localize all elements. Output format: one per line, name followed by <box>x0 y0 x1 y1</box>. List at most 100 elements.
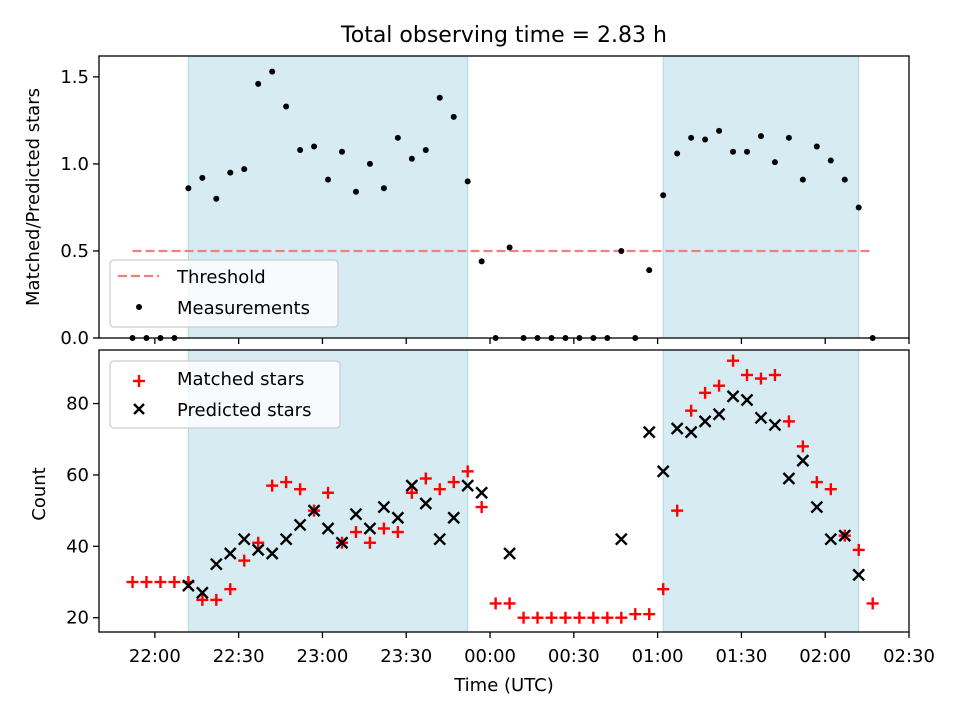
matched-stars-point <box>224 583 237 596</box>
predicted-stars-point <box>670 422 684 435</box>
matched-legend-label: Matched stars <box>177 369 304 390</box>
matched-stars-point <box>671 504 684 517</box>
y-tick-label: 1.5 <box>60 67 89 88</box>
measurements-point <box>855 204 862 211</box>
measurements-point <box>436 94 443 101</box>
x-tick-label: 01:30 <box>715 646 767 667</box>
measurements-point <box>478 258 485 265</box>
top-shaded-regions <box>187 55 860 339</box>
top-panel: 0.0 0.5 1.0 1.5 Matched/Predicted stars Thr… <box>23 55 910 349</box>
x-tick-label: 23:30 <box>380 646 432 667</box>
y-tick-label: 0.0 <box>60 328 89 349</box>
matched-stars-point <box>727 354 740 367</box>
predicted-stars-point <box>251 543 265 557</box>
measurements-point <box>688 134 695 141</box>
matched-stars-point <box>154 576 167 589</box>
top-x-ticks <box>154 338 910 344</box>
matched-stars-point <box>280 476 293 489</box>
predicted-stars-point <box>363 522 377 535</box>
measurements-point <box>716 127 723 134</box>
measurements-point <box>646 267 653 274</box>
matched-stars-point <box>294 483 307 496</box>
measurements-point <box>618 247 625 254</box>
matched-stars-point <box>419 472 432 485</box>
measurements-point <box>771 159 778 166</box>
predicted-stars-point <box>838 529 852 542</box>
predicted-stars-point <box>307 504 321 517</box>
measurements-point <box>785 134 792 141</box>
predicted-stars-point <box>614 532 628 546</box>
measurements-point <box>506 244 513 251</box>
top-panel-frame <box>98 55 910 339</box>
predicted-stars-point <box>796 454 810 468</box>
y-tick-label: 80 <box>66 394 89 415</box>
predicted-stars-point <box>321 522 335 535</box>
x-tick-label: 23:00 <box>297 646 349 667</box>
matched-stars-point <box>363 536 376 549</box>
measurements-point <box>199 174 206 181</box>
x-tick-label: 02:30 <box>883 646 935 667</box>
matched-stars-point <box>615 611 628 624</box>
measurements-point <box>213 195 220 202</box>
bottom-legend-box <box>109 360 341 429</box>
matched-stars-point <box>782 415 795 428</box>
matched-stars-point <box>349 526 362 539</box>
predicted-stars-point <box>419 497 433 510</box>
matched-stars-point <box>685 404 698 417</box>
measurements-point <box>241 166 248 173</box>
measurements-point <box>660 192 667 199</box>
threshold-legend-label: Threshold <box>176 267 266 288</box>
matched-stars-point <box>210 593 223 606</box>
top-y-axis: 0.0 0.5 1.0 1.5 <box>60 67 99 349</box>
chart-title: Total observing time = 2.83 h <box>340 23 667 48</box>
matched-stars-point <box>391 526 404 539</box>
predicted-legend-label: Predicted stars <box>177 400 311 421</box>
measurements-legend-label: Measurements <box>177 298 310 319</box>
x-axis-label: Time (UTC) <box>453 675 554 696</box>
measurements-point <box>702 136 709 143</box>
shaded-region-1 <box>662 349 860 633</box>
predicted-stars-point <box>712 407 726 421</box>
matched-stars-point <box>238 554 251 567</box>
predicted-legend-swatch <box>133 403 145 415</box>
matched-stars-point <box>754 372 767 385</box>
measurements-point <box>827 157 834 164</box>
shaded-region-1 <box>662 55 860 339</box>
y-tick-label: 20 <box>66 608 89 629</box>
predicted-stars-point <box>740 393 754 407</box>
predicted-stars-point <box>768 418 782 432</box>
predicted-stars-point <box>265 547 279 560</box>
matched-stars-point <box>503 597 516 610</box>
predicted-stars-point <box>475 486 489 500</box>
measurements-point <box>799 176 806 183</box>
matched-stars-point <box>447 476 460 489</box>
matched-stars-point <box>475 501 488 514</box>
predicted-stars-point <box>684 425 698 439</box>
measurements-point <box>674 150 681 157</box>
measurements-point <box>744 148 750 155</box>
matched-stars-point <box>489 597 502 610</box>
matched-stars-point <box>531 611 544 624</box>
bottom-y-axis-label: Count <box>29 467 50 520</box>
predicted-stars-point <box>461 479 475 492</box>
matched-stars-point <box>573 611 586 624</box>
matched-stars-point <box>126 576 139 589</box>
measurements-point <box>339 148 345 155</box>
predicted-stars-point <box>782 472 796 485</box>
y-tick-label: 1.0 <box>60 154 89 175</box>
predicted-stars-point <box>209 557 223 571</box>
predicted-stars-point <box>656 465 670 478</box>
predicted-stars-point <box>223 547 237 560</box>
matched-stars-point <box>657 583 670 596</box>
matched-stars-point <box>741 368 753 381</box>
matched-stars-point <box>461 465 474 478</box>
measurements-point <box>325 176 332 183</box>
measurements-point <box>450 113 457 120</box>
predicted-stars-point <box>754 411 768 425</box>
measurements-point <box>394 134 401 141</box>
predicted-stars-point <box>377 500 391 514</box>
matched-stars-point <box>140 576 153 589</box>
matched-stars-point <box>824 483 837 496</box>
predicted-stars-point <box>447 511 461 525</box>
measurements-point <box>380 185 387 192</box>
